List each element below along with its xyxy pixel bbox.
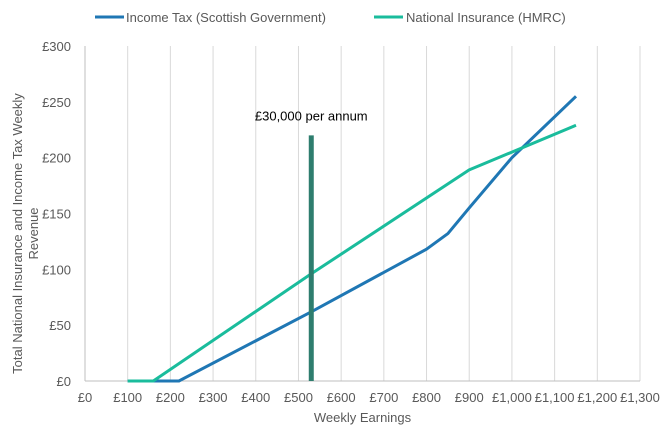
x-tick-label: £700 (369, 390, 398, 405)
series-line (127, 95, 578, 383)
x-tick-label: £400 (241, 390, 270, 405)
x-tick-label: £1,100 (535, 390, 575, 405)
legend: Income Tax (Scottish Government) National… (95, 10, 566, 25)
annotations: £30,000 per annum (255, 108, 368, 381)
x-tick-label: £1,300 (620, 390, 660, 405)
y-axis-title: Total National Insurance and Income Tax … (10, 93, 41, 374)
axes (84, 46, 640, 382)
x-tick-label: £600 (327, 390, 356, 405)
x-tick-label: £200 (156, 390, 185, 405)
x-tick-label: £1,200 (577, 390, 617, 405)
series-lines (127, 95, 578, 383)
legend-label: Income Tax (Scottish Government) (126, 10, 326, 25)
x-tick-label: £500 (284, 390, 313, 405)
y-tick-label: £250 (42, 95, 71, 110)
y-tick-label: £50 (49, 318, 71, 333)
y-tick-label: £200 (42, 151, 71, 166)
legend-label: National Insurance (HMRC) (406, 10, 566, 25)
y-tick-labels: £0 £50 £100 £150 £200 £250 £300 (42, 39, 71, 389)
x-tick-labels: £0 £100 £200 £300 £400 £500 £600 £700 £800 £900 £1… (78, 390, 660, 405)
x-tick-label: £800 (412, 390, 441, 405)
y-tick-label: £100 (42, 262, 71, 277)
x-tick-label: £0 (78, 390, 92, 405)
x-tick-label: £300 (199, 390, 228, 405)
x-tick-label: £100 (113, 390, 142, 405)
y-tick-label: £300 (42, 39, 71, 54)
x-axis-title: Weekly Earnings (314, 410, 412, 425)
y-tick-label: £0 (57, 374, 71, 389)
x-tick-label: £1,000 (492, 390, 532, 405)
annotation-label: £30,000 per annum (255, 108, 368, 123)
gridlines (127, 46, 641, 381)
y-tick-label: £150 (42, 207, 71, 222)
x-tick-label: £900 (455, 390, 484, 405)
